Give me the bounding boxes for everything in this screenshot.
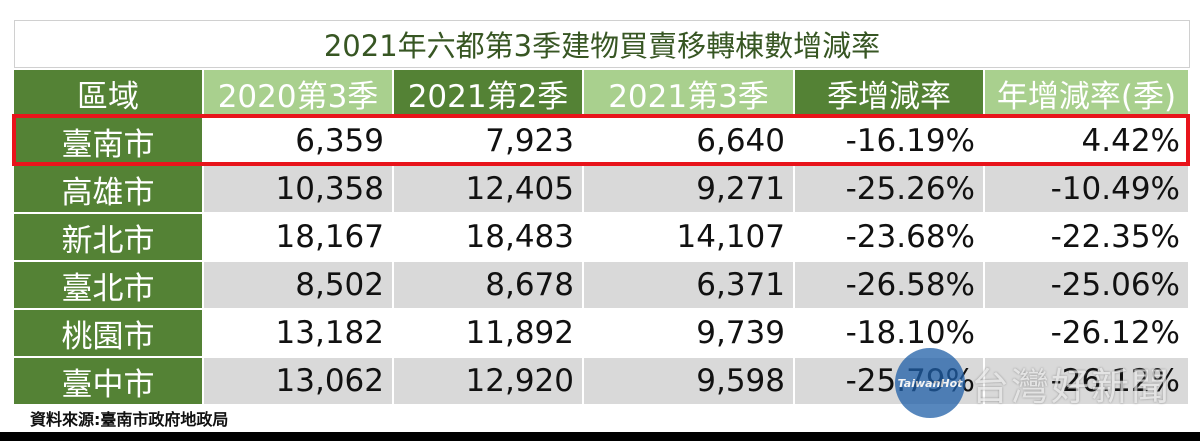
row-label: 桃園市 (14, 310, 202, 356)
data-cell: -25.26% (795, 166, 983, 212)
data-cell: 13,182 (204, 310, 392, 356)
data-cell: 9,739 (584, 310, 793, 356)
row-label: 臺中市 (14, 358, 202, 404)
row-label: 新北市 (14, 214, 202, 260)
header-cell: 區域 (14, 70, 202, 116)
watermark-name: 台灣好新聞 (971, 364, 1172, 409)
data-cell: -22.35% (985, 214, 1188, 260)
data-cell: 18,483 (394, 214, 582, 260)
row-label: 臺北市 (14, 262, 202, 308)
data-cell: 14,107 (584, 214, 793, 260)
data-cell: 9,598 (584, 358, 793, 404)
bottom-bar (0, 432, 1200, 441)
data-cell: 8,678 (394, 262, 582, 308)
data-cell: 12,920 (394, 358, 582, 404)
data-cell: 12,405 (394, 166, 582, 212)
data-cell: 11,892 (394, 310, 582, 356)
header-cell: 季增減率 (795, 70, 983, 116)
data-cell: 8,502 (204, 262, 392, 308)
header-cell: 2020第3季 (204, 70, 392, 116)
data-cell: -26.12% (985, 358, 1188, 404)
data-cell: -23.68% (795, 214, 983, 260)
data-cell: -26.58% (795, 262, 983, 308)
data-cell: 6,359 (204, 118, 392, 164)
header-cell: 年增減率(季) (985, 70, 1188, 116)
data-cell: 7,923 (394, 118, 582, 164)
row-label: 臺南市 (14, 118, 202, 164)
data-cell: 18,167 (204, 214, 392, 260)
data-cell: -16.19% (795, 118, 983, 164)
header-cell: 2021第2季 (394, 70, 582, 116)
data-cell: 10,358 (204, 166, 392, 212)
header-cell: 2021第3季 (584, 70, 793, 116)
data-cell: -10.49% (985, 166, 1188, 212)
watermark-logo: TaiwanHot (895, 348, 965, 418)
row-label: 高雄市 (14, 166, 202, 212)
data-cell: -25.06% (985, 262, 1188, 308)
data-cell: 13,062 (204, 358, 392, 404)
highlight-box (12, 114, 1190, 166)
source-note: 資料來源:臺南市政府地政局 (30, 410, 229, 429)
data-cell: 9,271 (584, 166, 793, 212)
data-cell: 6,640 (584, 118, 793, 164)
data-cell: -18.10% (795, 310, 983, 356)
data-cell: -26.12% (985, 310, 1188, 356)
data-cell: 4.42% (985, 118, 1188, 164)
watermark: TaiwanHot 台灣好新聞 (895, 348, 1171, 418)
data-cell: 6,371 (584, 262, 793, 308)
table-title: 2021年六都第3季建物買賣移轉棟數增減率 (14, 20, 1190, 68)
